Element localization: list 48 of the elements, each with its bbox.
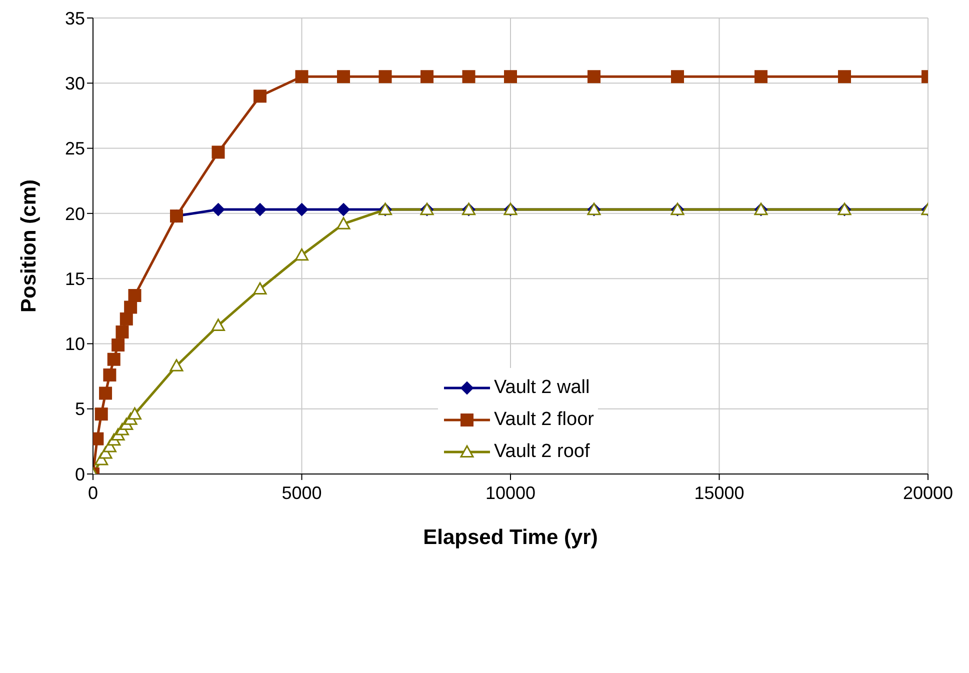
point <box>588 70 600 84</box>
point <box>504 70 517 84</box>
x-axis-title: Elapsed Time (yr) <box>423 526 598 549</box>
point <box>337 203 350 216</box>
point <box>212 203 225 216</box>
point <box>112 338 125 352</box>
point <box>94 408 108 421</box>
y-tick-label: 20 <box>64 204 85 224</box>
legend-label: Vault 2 wall <box>494 377 590 399</box>
point <box>295 248 308 261</box>
point <box>420 70 434 84</box>
y-tick-label: 0 <box>74 464 85 484</box>
point <box>170 359 184 372</box>
point <box>838 70 851 84</box>
y-tick-label: 10 <box>64 334 85 354</box>
point <box>128 407 142 420</box>
point <box>671 70 684 84</box>
point <box>253 282 267 295</box>
point <box>99 386 112 400</box>
legend-label: Vault 2 floor <box>494 409 594 431</box>
point <box>337 70 350 84</box>
point <box>254 203 266 216</box>
x-tick-label: 5000 <box>282 482 322 503</box>
point <box>103 368 116 382</box>
point <box>336 217 350 230</box>
point <box>120 312 133 326</box>
point <box>295 203 308 216</box>
y-tick-label: 25 <box>64 138 85 159</box>
y-axis-title: Position (cm) <box>17 179 40 313</box>
x-tick-label: 15000 <box>694 482 744 503</box>
point <box>116 325 129 338</box>
point <box>295 70 308 84</box>
point <box>128 289 142 302</box>
x-tick-label: 10000 <box>485 482 536 503</box>
point <box>378 70 392 84</box>
point <box>212 146 225 159</box>
y-tick-label: 35 <box>64 8 85 28</box>
point <box>754 70 768 84</box>
point <box>254 90 266 103</box>
y-tick-label: 30 <box>64 74 85 94</box>
point <box>107 352 120 366</box>
y-tick-label: 15 <box>64 268 85 289</box>
x-tick-label: 20000 <box>902 482 954 503</box>
point <box>462 70 476 84</box>
y-tick-label: 5 <box>74 399 85 420</box>
point <box>212 318 225 332</box>
legend-label: Vault 2 roof <box>494 441 590 463</box>
x-tick-label: 0 <box>88 482 98 503</box>
